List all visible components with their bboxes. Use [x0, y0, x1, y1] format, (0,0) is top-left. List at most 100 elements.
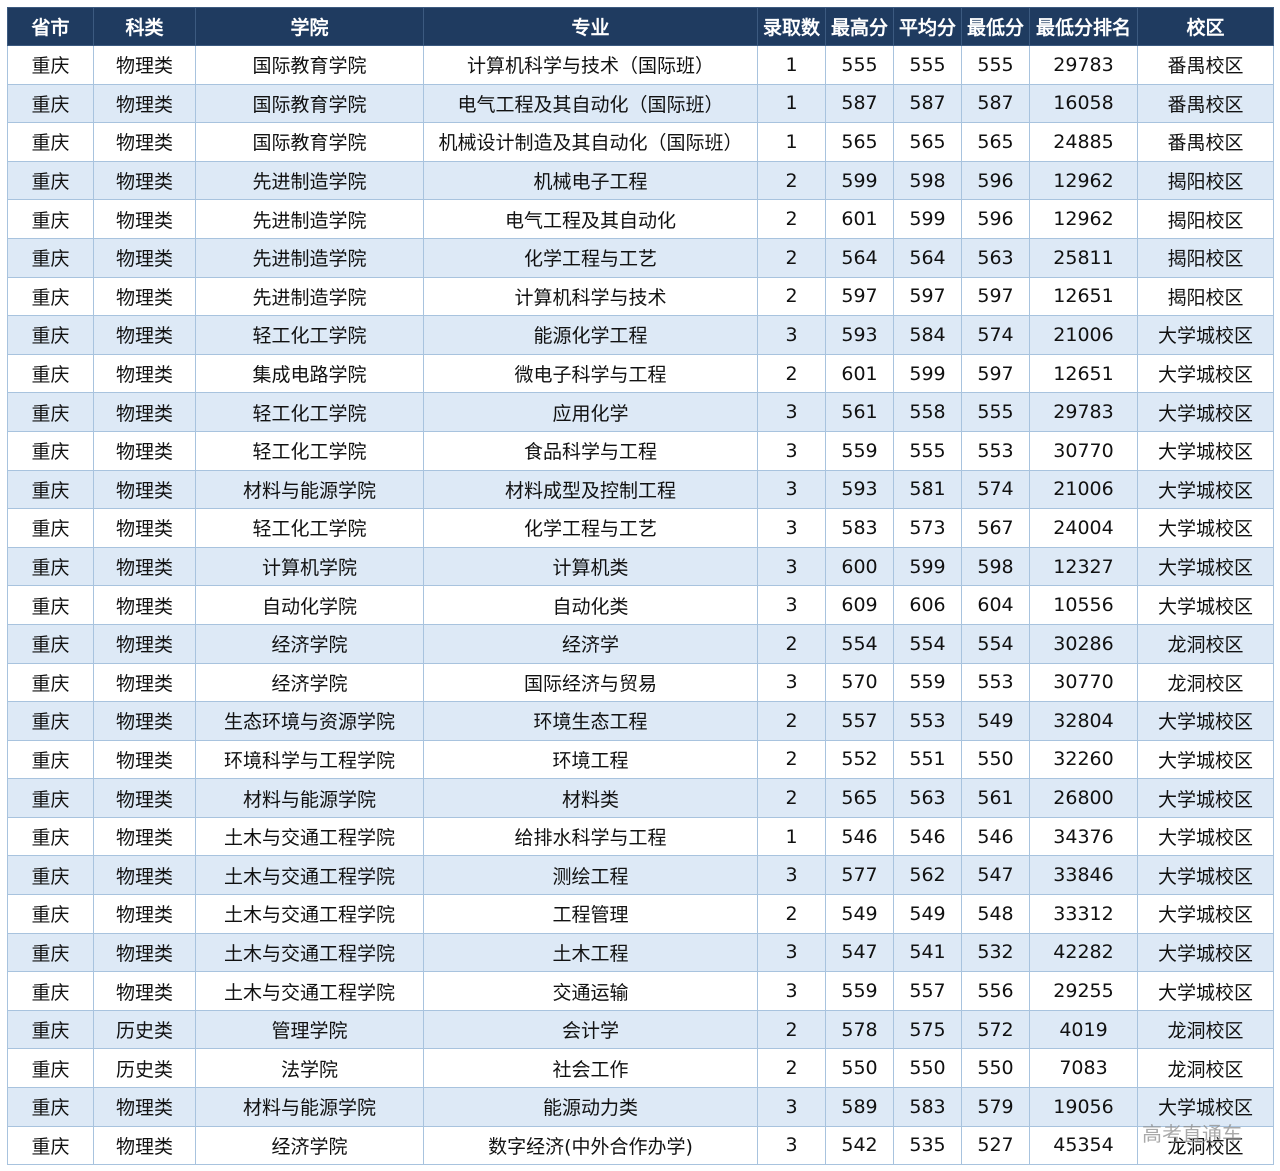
table-cell: 546: [825, 816, 894, 857]
table-cell: 2: [757, 894, 826, 934]
table-cell: 集成电路学院: [195, 353, 424, 394]
table-cell: 555: [893, 430, 962, 471]
table-row: 重庆 物理类 自动化学院 自动化类 3 609 606 604 10556 大学城校区: [7, 585, 1274, 625]
table-cell: 553: [961, 430, 1030, 471]
table-cell: 32804: [1029, 701, 1138, 741]
table-cell: 3: [757, 469, 826, 510]
table-cell: 527: [961, 1125, 1030, 1166]
table-cell: 国际教育学院: [195, 83, 424, 124]
table-cell: 重庆: [7, 469, 94, 510]
table-cell: 先进制造学院: [195, 237, 424, 278]
table-cell: 3: [757, 392, 826, 432]
table-cell: 555: [961, 392, 1030, 432]
table-cell: 542: [825, 1125, 894, 1166]
table-cell: 大学城校区: [1137, 392, 1274, 432]
table-cell: 先进制造学院: [195, 160, 424, 201]
table-cell: 重庆: [7, 237, 94, 278]
table-cell: 572: [961, 1009, 1030, 1050]
table-cell: 重庆: [7, 546, 94, 587]
table-cell: 物理类: [93, 276, 196, 317]
table-cell: 大学城校区: [1137, 778, 1274, 818]
table-cell: 物理类: [93, 45, 196, 85]
header-cell: 学院: [195, 7, 424, 46]
table-cell: 大学城校区: [1137, 469, 1274, 510]
table-cell: 550: [961, 1048, 1030, 1089]
table-cell: 558: [893, 392, 962, 432]
table-cell: 物理类: [93, 971, 196, 1011]
table-cell: 29783: [1029, 45, 1138, 85]
table-cell: 重庆: [7, 894, 94, 934]
table-cell: 557: [893, 971, 962, 1011]
table-cell: 601: [825, 353, 894, 394]
table-cell: 1: [757, 45, 826, 85]
table-cell: 30286: [1029, 623, 1138, 664]
table-row: 重庆 物理类 轻工化工学院 能源化学工程 3 593 584 574 21006 大学城校区: [7, 315, 1274, 355]
table-cell: 重庆: [7, 855, 94, 896]
table-cell: 599: [893, 546, 962, 587]
table-row: 重庆 物理类 土木与交通工程学院 土木工程 3 547 541 532 42282 大学城校区: [7, 932, 1274, 973]
table-cell: 计算机科学与技术: [423, 276, 758, 317]
table-cell: 工程管理: [423, 894, 758, 934]
table-cell: 土木与交通工程学院: [195, 816, 424, 857]
table-cell: 532: [961, 932, 1030, 973]
table-cell: 测绘工程: [423, 855, 758, 896]
table-cell: 经济学院: [195, 623, 424, 664]
table-cell: 2: [757, 1048, 826, 1089]
table-cell: 能源化学工程: [423, 315, 758, 355]
table-cell: 揭阳校区: [1137, 237, 1274, 278]
table-cell: 国际经济与贸易: [423, 662, 758, 703]
table-row: 重庆 物理类 材料与能源学院 材料成型及控制工程 3 593 581 574 21006 大学城校…: [7, 469, 1274, 510]
table-cell: 548: [961, 894, 1030, 934]
table-cell: 重庆: [7, 508, 94, 548]
table-cell: 物理类: [93, 160, 196, 201]
table-cell: 3: [757, 1125, 826, 1166]
table-cell: 546: [961, 816, 1030, 857]
table-cell: 物理类: [93, 855, 196, 896]
table-cell: 揭阳校区: [1137, 160, 1274, 201]
table-cell: 1: [757, 83, 826, 124]
table-row: 重庆 物理类 经济学院 数字经济(中外合作办学) 3 542 535 527 45354 龙洞校区: [7, 1125, 1274, 1166]
table-cell: 550: [893, 1048, 962, 1089]
table-cell: 重庆: [7, 1125, 94, 1166]
table-cell: 电气工程及其自动化: [423, 199, 758, 239]
table-cell: 3: [757, 315, 826, 355]
table-cell: 重庆: [7, 1048, 94, 1089]
table-cell: 30770: [1029, 430, 1138, 471]
table-cell: 567: [961, 508, 1030, 548]
table-cell: 2: [757, 623, 826, 664]
table-cell: 597: [825, 276, 894, 317]
table-cell: 29783: [1029, 392, 1138, 432]
watermark: 高考直通车: [1142, 1122, 1242, 1146]
table-cell: 电气工程及其自动化（国际班）: [423, 83, 758, 124]
table-cell: 597: [893, 276, 962, 317]
table-cell: 29255: [1029, 971, 1138, 1011]
table-cell: 大学城校区: [1137, 816, 1274, 857]
table-cell: 21006: [1029, 469, 1138, 510]
table-cell: 重庆: [7, 932, 94, 973]
table-cell: 596: [961, 199, 1030, 239]
table-cell: 599: [825, 160, 894, 201]
table-cell: 大学城校区: [1137, 353, 1274, 394]
header-cell: 最高分: [825, 7, 894, 46]
table-cell: 经济学院: [195, 662, 424, 703]
table-cell: 给排水科学与工程: [423, 816, 758, 857]
table-cell: 交通运输: [423, 971, 758, 1011]
table-cell: 587: [893, 83, 962, 124]
table-cell: 562: [893, 855, 962, 896]
table-cell: 物理类: [93, 585, 196, 625]
table-cell: 587: [961, 83, 1030, 124]
table-cell: 国际教育学院: [195, 45, 424, 85]
table-cell: 微电子科学与工程: [423, 353, 758, 394]
table-cell: 604: [961, 585, 1030, 625]
table-cell: 600: [825, 546, 894, 587]
table-cell: 生态环境与资源学院: [195, 701, 424, 741]
table-cell: 物理类: [93, 508, 196, 548]
admission-table: 省市 科类 学院 专业 录取数 最高分 平均分 最低分 最低分排名 校区 重庆 物理类 国际教育学院计…: [7, 7, 1274, 1166]
table-cell: 重庆: [7, 662, 94, 703]
table-cell: 2: [757, 778, 826, 818]
table-cell: 546: [893, 816, 962, 857]
table-cell: 材料与能源学院: [195, 1087, 424, 1127]
table-cell: 559: [893, 662, 962, 703]
table-cell: 重庆: [7, 1009, 94, 1050]
table-cell: 565: [961, 122, 1030, 162]
